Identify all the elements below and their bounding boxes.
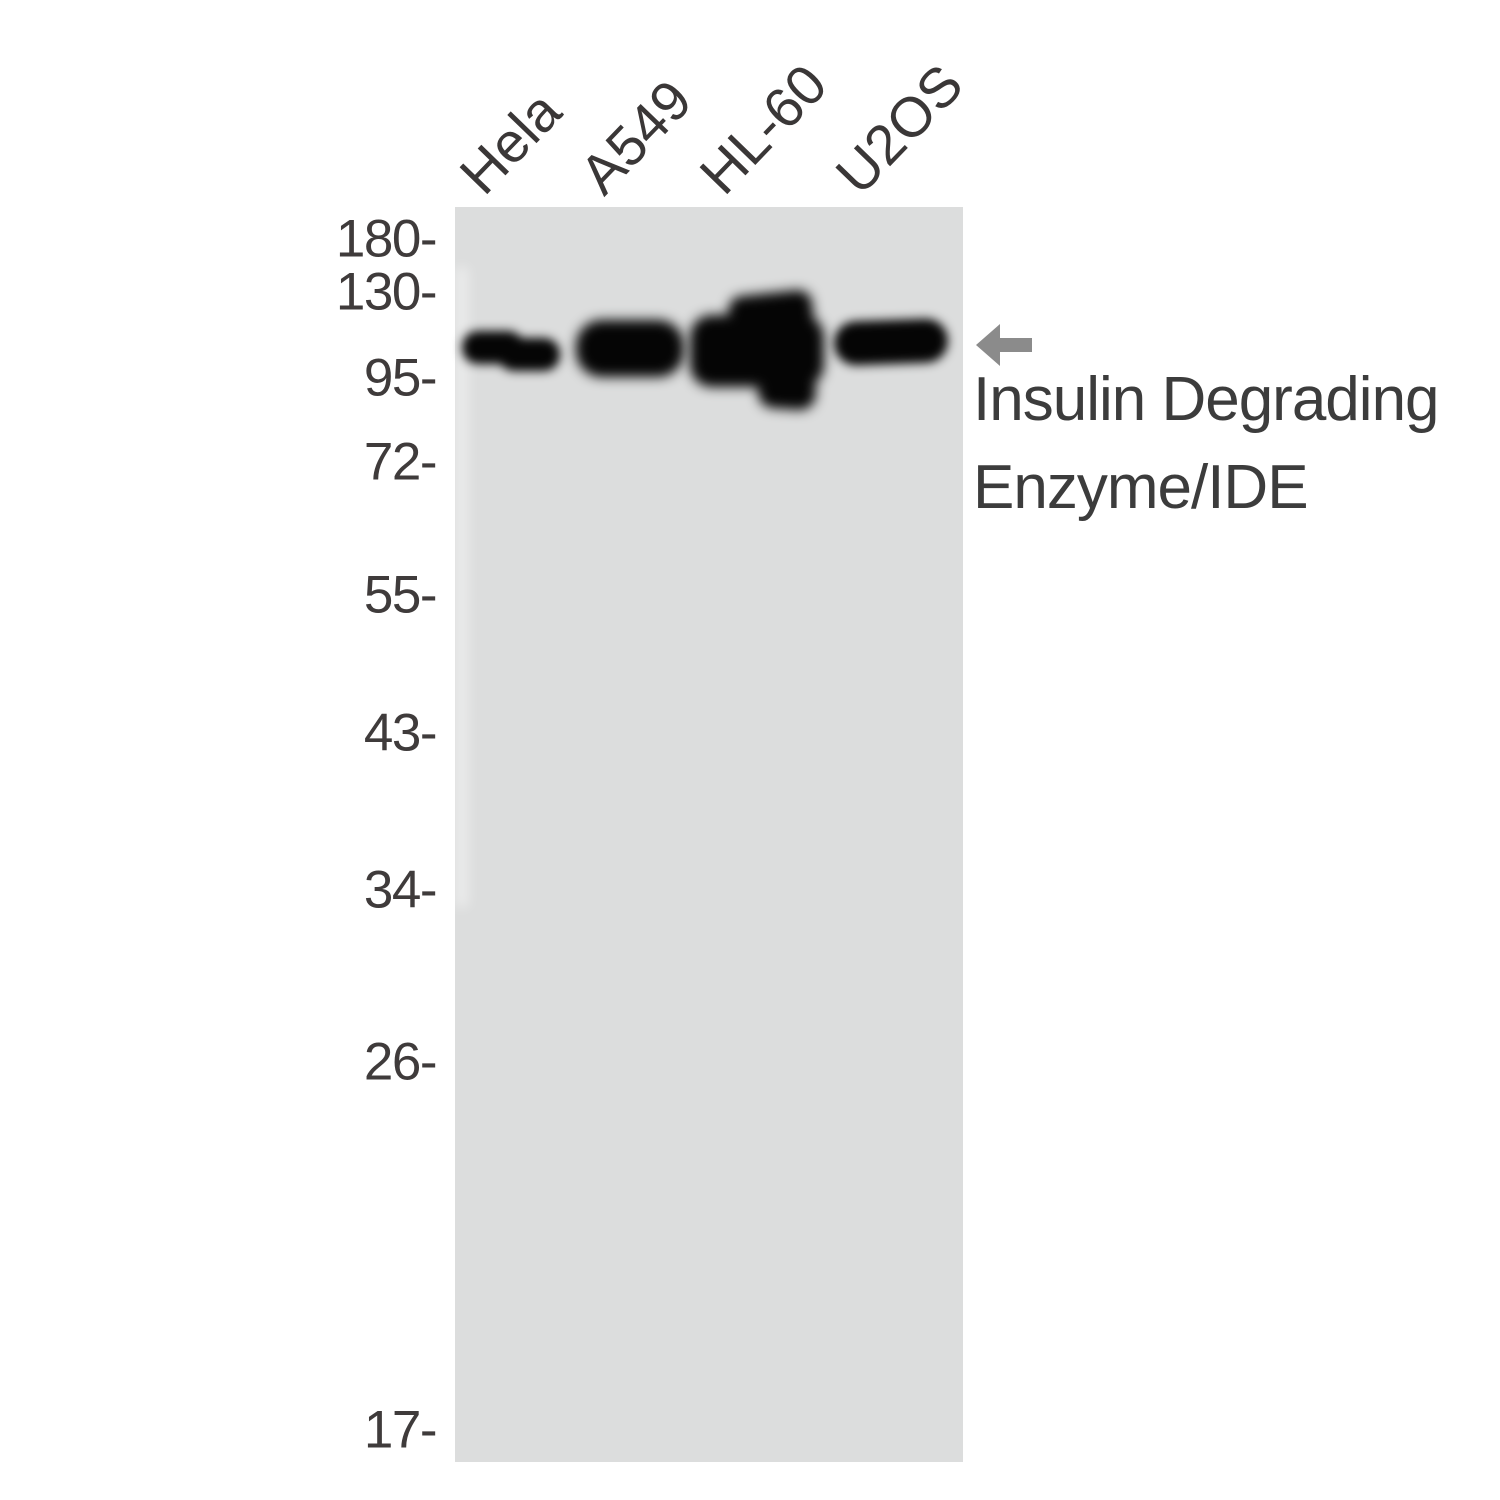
lane-label-hl60: HL-60: [687, 52, 839, 206]
band-u2os: [833, 318, 950, 366]
mw-marker-26: 26-: [363, 1032, 438, 1092]
band-a549: [576, 320, 686, 380]
mw-marker-17: 17-: [363, 1400, 438, 1460]
gel-edge-highlight: [455, 267, 468, 907]
band-pointer-arrow-icon: [976, 324, 1032, 366]
mw-marker-43: 43-: [363, 703, 438, 763]
target-protein-label: Insulin Degrading Enzyme/IDE: [973, 356, 1473, 532]
gel-membrane: [455, 207, 963, 1462]
band-hl60: [688, 288, 828, 425]
mw-marker-34: 34-: [363, 860, 438, 920]
mw-marker-180: 180-: [335, 209, 438, 269]
mw-marker-72: 72-: [363, 432, 438, 492]
mw-marker-130: 130-: [335, 262, 438, 322]
lane-label-hela: Hela: [447, 79, 573, 206]
mw-marker-55: 55-: [363, 565, 438, 625]
mw-marker-column: 180- 130- 95- 72- 55- 43- 34- 26- 17-: [0, 0, 438, 1500]
lane-label-u2os: U2OS: [823, 52, 975, 206]
mw-marker-95: 95-: [363, 348, 438, 408]
target-protein-label-line1: Insulin Degrading: [973, 365, 1440, 434]
band-hela: [462, 328, 562, 374]
lane-label-a549: A549: [567, 67, 704, 206]
target-protein-label-line2: Enzyme/IDE: [973, 453, 1309, 522]
